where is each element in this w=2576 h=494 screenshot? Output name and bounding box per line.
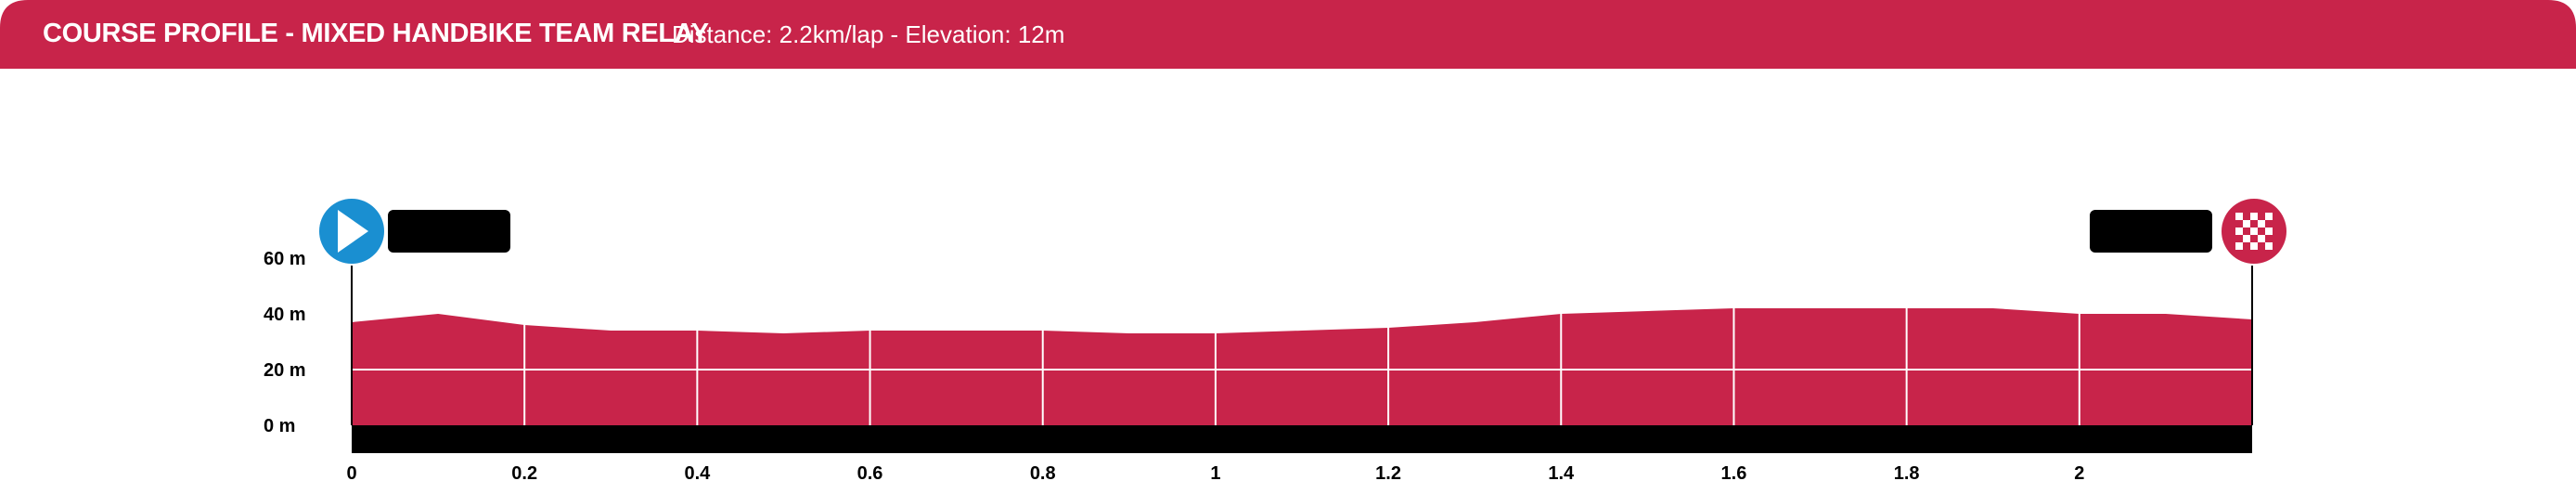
header-bar: COURSE PROFILE - MIXED HANDBIKE TEAM REL… bbox=[0, 0, 2576, 69]
x-tick-label: 0.2 bbox=[511, 463, 537, 484]
y-tick-label: 40 m bbox=[264, 305, 306, 325]
x-tick-label: 1.8 bbox=[1894, 463, 1920, 484]
checker-square bbox=[2235, 228, 2243, 235]
checker-square bbox=[2265, 228, 2273, 235]
checker-square bbox=[2250, 242, 2258, 250]
x-tick-label: 0.8 bbox=[1030, 463, 1056, 484]
checker-square bbox=[2265, 242, 2273, 250]
y-tick-label: 20 m bbox=[264, 360, 306, 381]
x-tick-label: 0 bbox=[346, 463, 356, 484]
x-tick-label: 0.4 bbox=[684, 463, 711, 484]
start-label-box bbox=[388, 210, 510, 253]
checker-square bbox=[2258, 235, 2265, 242]
checker-square bbox=[2243, 220, 2250, 228]
y-tick-label: 0 m bbox=[264, 416, 295, 436]
header-background bbox=[0, 0, 2576, 69]
start-location-label: RONSE bbox=[400, 216, 499, 247]
checker-square bbox=[2265, 213, 2273, 220]
checker-square bbox=[2250, 213, 2258, 220]
x-tick-label: 2 bbox=[2074, 463, 2084, 484]
x-tick-label: 1.2 bbox=[1375, 463, 1401, 484]
page-subtitle: Distance: 2.2km/lap - Elevation: 12m bbox=[672, 20, 1065, 48]
checker-square bbox=[2235, 213, 2243, 220]
page-title: COURSE PROFILE - MIXED HANDBIKE TEAM REL… bbox=[43, 19, 709, 48]
checker-square bbox=[2258, 220, 2265, 228]
start-play-triangle bbox=[338, 210, 368, 253]
finish-location-label: RONSE bbox=[2102, 216, 2201, 247]
finish-label-box bbox=[2090, 210, 2212, 253]
checker-square bbox=[2243, 235, 2250, 242]
distance-bar bbox=[352, 425, 2252, 453]
checker-square bbox=[2235, 242, 2243, 250]
x-tick-label: 1.4 bbox=[1548, 463, 1575, 484]
x-tick-label: 1 bbox=[1210, 463, 1220, 484]
y-tick-label: 60 m bbox=[264, 249, 306, 269]
elevation-profile-area bbox=[352, 308, 2252, 425]
checker-square bbox=[2250, 228, 2258, 235]
x-tick-label: 1.6 bbox=[1721, 463, 1747, 484]
x-tick-label: 0.6 bbox=[857, 463, 883, 484]
distance-label: 2.2km bbox=[2192, 432, 2245, 452]
